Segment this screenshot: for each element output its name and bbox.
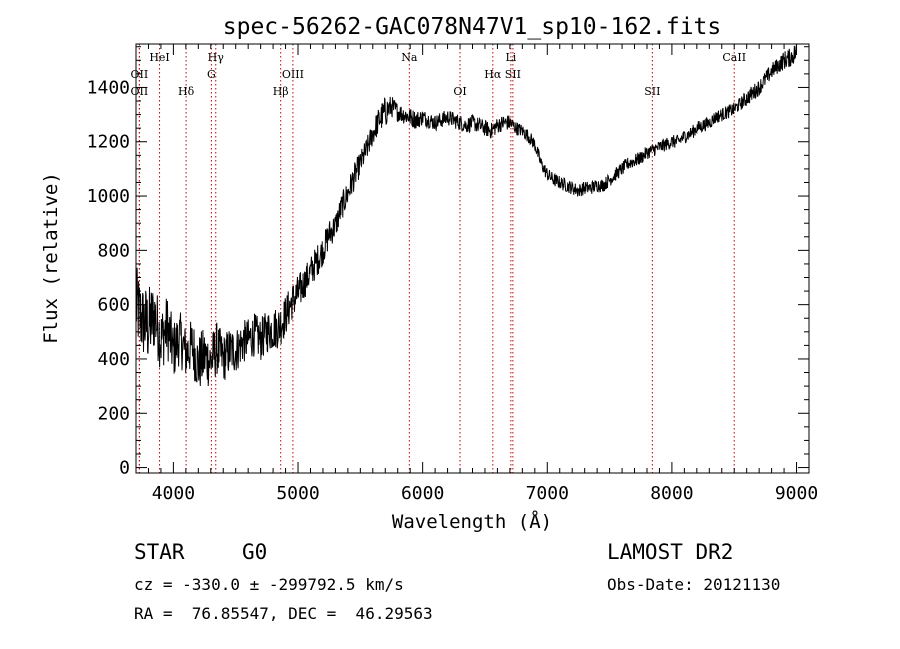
line-marker-label: OI bbox=[453, 85, 466, 98]
line-marker-label: Hδ bbox=[178, 85, 195, 98]
line-marker-label: Hα bbox=[484, 68, 502, 81]
y-tick-label: 600 bbox=[97, 295, 130, 316]
line-marker-label: Hγ bbox=[208, 51, 225, 64]
plot-frame bbox=[135, 43, 810, 474]
y-axis-label: Flux (relative) bbox=[40, 172, 62, 344]
y-tick-label: 1200 bbox=[87, 132, 130, 153]
y-tick-label: 400 bbox=[97, 349, 130, 370]
coordinates: RA = 76.85547, DEC = 46.29563 bbox=[134, 604, 433, 623]
x-tick-label: 8000 bbox=[650, 483, 693, 504]
spectrum-series bbox=[135, 45, 797, 387]
line-marker-label: OIII bbox=[282, 68, 304, 81]
redshift-line: cz = -330.0 ± -299792.5 km/s bbox=[134, 575, 404, 594]
obs-date: Obs-Date: 20121130 bbox=[607, 575, 781, 594]
x-tick-label: 6000 bbox=[401, 483, 444, 504]
line-marker-label: SII bbox=[644, 85, 660, 98]
y-tick-label: 0 bbox=[119, 458, 130, 479]
x-tick-label: 4000 bbox=[152, 483, 195, 504]
spectrum-line bbox=[135, 45, 797, 387]
line-marker-label: HeI bbox=[149, 51, 169, 64]
line-marker-label: Hβ bbox=[273, 85, 289, 98]
axes: 4000 5000 6000 7000 8000 9000 0 200 400 600 800 100… bbox=[87, 44, 818, 504]
y-tick-label: 800 bbox=[97, 240, 130, 261]
y-tick-label: 1000 bbox=[87, 186, 130, 207]
y-tick-label: 1400 bbox=[87, 77, 130, 98]
survey-label: LAMOST DR2 bbox=[607, 540, 734, 564]
x-tick-label: 9000 bbox=[775, 483, 818, 504]
line-marker-label: Li bbox=[505, 51, 516, 64]
line-marker-label: OII bbox=[131, 85, 149, 98]
line-marker-label: G bbox=[207, 68, 216, 81]
x-tick-label: 7000 bbox=[526, 483, 569, 504]
y-tick-label: 200 bbox=[97, 403, 130, 424]
object-class: STAR bbox=[134, 540, 185, 564]
line-marker-label: OII bbox=[131, 68, 149, 81]
line-marker-label: CaII bbox=[722, 51, 746, 64]
line-marker-label: Na bbox=[401, 51, 418, 64]
line-marker-label: SII bbox=[505, 68, 521, 81]
x-axis-label: Wavelength (Å) bbox=[392, 510, 552, 533]
chart-title: spec-56262-GAC078N47V1_sp10-162.fits bbox=[223, 14, 722, 40]
x-tick-label: 5000 bbox=[276, 483, 319, 504]
object-subclass: G0 bbox=[242, 540, 268, 564]
